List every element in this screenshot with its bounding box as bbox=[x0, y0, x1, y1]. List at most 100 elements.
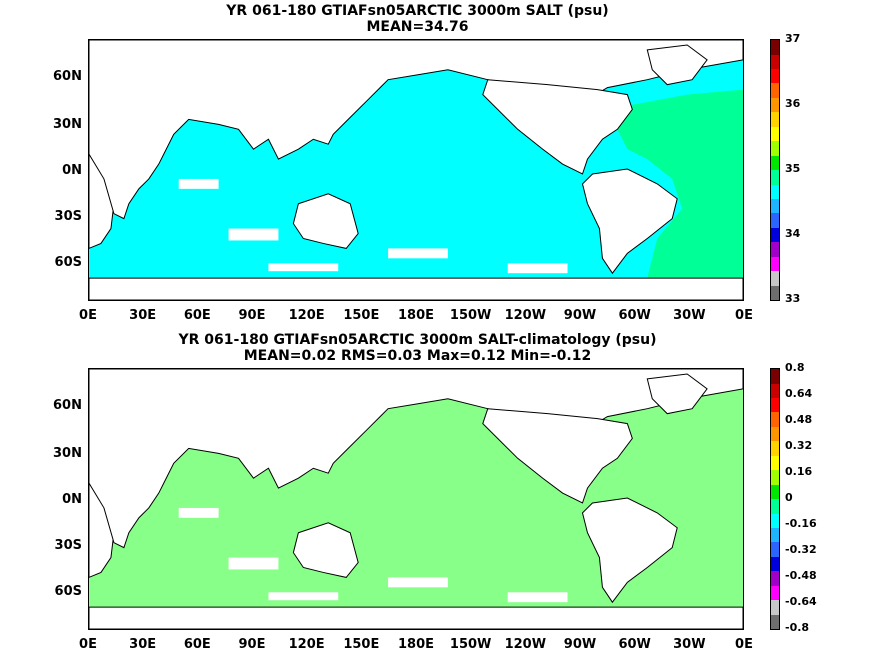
colorbar-label: 33 bbox=[785, 292, 801, 305]
missing-data-patch bbox=[178, 178, 219, 189]
land-outline bbox=[89, 277, 743, 300]
colorbar-cell bbox=[771, 141, 779, 156]
lon-label: 30E bbox=[129, 308, 157, 323]
lon-label: 60W bbox=[618, 308, 651, 323]
colorbar-label: -0.16 bbox=[785, 517, 817, 530]
lon-label: 0E bbox=[79, 308, 97, 323]
colorbar-label: 0.16 bbox=[785, 465, 813, 478]
lon-label: 0E bbox=[79, 637, 97, 652]
land-outline bbox=[646, 373, 708, 415]
colorbar-cell bbox=[771, 83, 779, 98]
lon-label: 180E bbox=[397, 308, 435, 323]
lat-label: 30N bbox=[53, 446, 82, 461]
lat-label: 60S bbox=[54, 584, 82, 599]
lat-label: 60N bbox=[53, 69, 82, 84]
colorbar-cell bbox=[771, 513, 779, 528]
colorbar-cell bbox=[771, 242, 779, 257]
land-outline bbox=[482, 79, 633, 175]
colorbar-cell bbox=[771, 484, 779, 500]
colorbar-label: -0.8 bbox=[785, 621, 810, 634]
lat-label: 60S bbox=[54, 255, 82, 270]
lon-label: 0E bbox=[735, 637, 753, 652]
lon-label: 90E bbox=[238, 308, 266, 323]
lon-label: 120E bbox=[288, 308, 325, 323]
colorbar-cell bbox=[771, 126, 779, 142]
colorbar-cell bbox=[771, 398, 779, 413]
colorbar-label: 35 bbox=[785, 162, 801, 175]
lon-label: 120E bbox=[288, 637, 325, 652]
panel2-colorbar bbox=[770, 368, 780, 630]
land-outline bbox=[89, 606, 743, 629]
panel1-colorbar bbox=[770, 39, 780, 301]
lat-label: 0N bbox=[62, 163, 82, 178]
lon-label: 0E bbox=[735, 308, 753, 323]
atlantic-field bbox=[607, 89, 743, 279]
colorbar-label: -0.64 bbox=[785, 595, 817, 608]
colorbar-cell bbox=[771, 571, 779, 586]
atlantic-field bbox=[607, 418, 743, 608]
colorbar-cell bbox=[771, 213, 779, 228]
colorbar-cell bbox=[771, 256, 779, 272]
colorbar-cell bbox=[771, 383, 779, 398]
lon-label: 120W bbox=[504, 308, 547, 323]
colorbar-label: 0.8 bbox=[785, 361, 805, 374]
lon-label: 30W bbox=[673, 637, 706, 652]
colorbar-cell bbox=[771, 285, 779, 300]
lon-label: 120W bbox=[504, 637, 547, 652]
missing-data-patch bbox=[178, 507, 219, 518]
panel2-map bbox=[88, 368, 744, 630]
land-outline bbox=[581, 497, 678, 604]
colorbar-label: 0.32 bbox=[785, 439, 813, 452]
colorbar-cell bbox=[771, 426, 779, 442]
colorbar-label: 37 bbox=[785, 32, 801, 45]
colorbar-cell bbox=[771, 184, 779, 199]
lon-label: 150W bbox=[449, 637, 492, 652]
colorbar-label: 36 bbox=[785, 97, 801, 110]
lat-label: 30S bbox=[54, 209, 82, 224]
panel2-stats: MEAN=0.02 RMS=0.03 Max=0.12 Min=-0.12 bbox=[243, 348, 592, 364]
colorbar-cell bbox=[771, 369, 779, 384]
lon-label: 150E bbox=[343, 637, 380, 652]
map-canvas bbox=[89, 369, 743, 629]
colorbar-cell bbox=[771, 112, 779, 127]
colorbar-cell bbox=[771, 227, 779, 243]
colorbar-cell bbox=[771, 170, 779, 185]
missing-data-patch bbox=[268, 263, 339, 272]
colorbar-label: -0.32 bbox=[785, 543, 817, 556]
colorbar-cell bbox=[771, 441, 779, 456]
colorbar-cell bbox=[771, 614, 779, 629]
colorbar-label: 0.48 bbox=[785, 413, 813, 426]
colorbar-cell bbox=[771, 585, 779, 601]
lon-label: 90W bbox=[563, 637, 597, 652]
lon-label: 150E bbox=[343, 308, 380, 323]
panel1-mean: MEAN=34.76 bbox=[366, 19, 469, 35]
lon-label: 90E bbox=[238, 637, 266, 652]
colorbar-cell bbox=[771, 470, 779, 485]
colorbar-cell bbox=[771, 155, 779, 171]
missing-data-patch bbox=[228, 557, 279, 570]
land-outline bbox=[292, 193, 359, 249]
colorbar-cell bbox=[771, 97, 779, 113]
colorbar-label: 0 bbox=[785, 491, 793, 504]
colorbar-cell bbox=[771, 527, 779, 543]
colorbar-cell bbox=[771, 54, 779, 69]
colorbar-cell bbox=[771, 556, 779, 572]
colorbar-cell bbox=[771, 455, 779, 471]
lat-label: 30N bbox=[53, 117, 82, 132]
missing-data-patch bbox=[507, 263, 568, 274]
land-outline bbox=[646, 44, 708, 86]
lon-label: 150W bbox=[449, 308, 492, 323]
lon-label: 180E bbox=[397, 637, 435, 652]
lat-label: 30S bbox=[54, 538, 82, 553]
land-outline bbox=[292, 522, 359, 578]
lon-label: 30E bbox=[129, 637, 157, 652]
colorbar-cell bbox=[771, 40, 779, 55]
lat-label: 0N bbox=[62, 492, 82, 507]
colorbar-cell bbox=[771, 600, 779, 615]
panel2-title: YR 061-180 GTIAFsn05ARCTIC 3000m SALT-cl… bbox=[178, 332, 657, 348]
land-outline bbox=[581, 168, 678, 275]
colorbar-cell bbox=[771, 198, 779, 214]
missing-data-patch bbox=[388, 577, 448, 588]
missing-data-patch bbox=[507, 592, 568, 603]
panel1-map bbox=[88, 39, 744, 301]
